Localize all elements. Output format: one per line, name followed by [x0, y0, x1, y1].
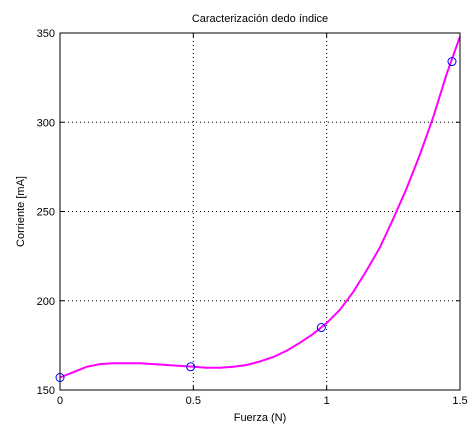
data-curves: [59, 36, 461, 379]
data-point-marker: [447, 57, 457, 67]
data-point-marker: [316, 323, 326, 333]
x-tick-label: 1: [324, 395, 330, 407]
y-tick-label: 300: [37, 117, 55, 129]
x-tick-label: 1.5: [452, 395, 467, 407]
axis-tick-labels: 0 0.5 1 1.5 150 200 250 300 350: [37, 28, 468, 407]
x-tick-label: 0: [57, 395, 63, 407]
x-axis-label: Fuerza (N): [234, 412, 287, 424]
plot-frame: [59, 32, 461, 391]
x-tick-label: 0.5: [186, 395, 201, 407]
grid: [60, 33, 460, 390]
y-axis-label: Corriente [mA]: [15, 176, 27, 247]
fit-curve-line: [59, 36, 461, 379]
chart-title: Caracterización dedo índice: [192, 13, 328, 25]
y-tick-label: 200: [37, 296, 55, 308]
y-tick-label: 350: [37, 28, 55, 40]
y-tick-label: 150: [37, 385, 55, 397]
data-point-marker: [186, 362, 196, 372]
y-tick-label: 250: [37, 207, 55, 219]
